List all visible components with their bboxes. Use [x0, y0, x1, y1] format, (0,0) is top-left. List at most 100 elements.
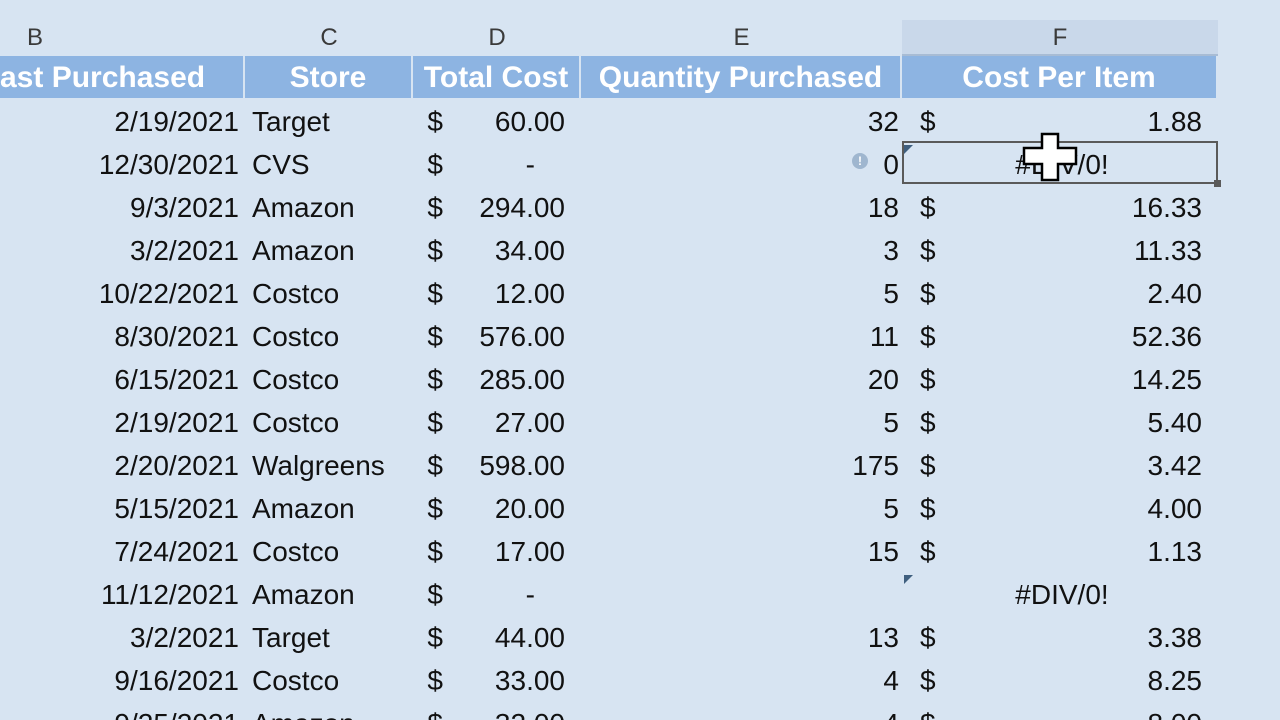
cell-total-currency[interactable]: $ — [427, 407, 443, 438]
cell-quantity[interactable]: 15 — [867, 536, 899, 567]
cell-store[interactable]: Amazon — [252, 493, 355, 524]
column-header-c[interactable]: C — [320, 24, 338, 51]
cell-cpi-currency[interactable]: $ — [906, 702, 946, 720]
cell-total-currency[interactable]: $ — [427, 493, 443, 524]
table-row[interactable]: 3/2/2021 Target $44.00 13 $3.38 — [0, 616, 1280, 659]
cell-date[interactable]: 11/12/2021 — [100, 579, 239, 610]
cell-total-currency[interactable]: $ — [427, 106, 443, 137]
cell-cost-per-item-error[interactable]: #DIV/0! — [1015, 579, 1109, 610]
cell-quantity[interactable]: 4 — [582, 702, 899, 720]
header-date-last-purchased[interactable]: ast Purchased — [0, 56, 245, 98]
cell-total-cost[interactable]: 285.00 — [479, 364, 565, 395]
cell-store[interactable]: Costco — [252, 278, 340, 309]
cell-date[interactable]: 7/24/2021 — [114, 536, 239, 567]
cell-cost-per-item[interactable]: 2.40 — [1147, 278, 1203, 309]
cell-total-currency[interactable]: $ — [427, 192, 443, 223]
cell-cost-per-item[interactable]: 52.36 — [1131, 321, 1202, 352]
active-cell-selection[interactable] — [902, 141, 1218, 184]
fill-handle[interactable] — [1214, 180, 1221, 187]
cell-cost-per-item[interactable]: 8.25 — [1147, 665, 1203, 696]
table-row[interactable]: 2/20/2021 Walgreens $598.00 175 $3.42 — [0, 444, 1280, 487]
cell-quantity[interactable]: 175 — [852, 450, 899, 481]
cell-store[interactable]: Costco — [252, 665, 340, 696]
cell-total-currency[interactable]: $ — [427, 450, 443, 481]
column-header-d[interactable]: D — [488, 24, 506, 51]
cell-total-cost[interactable]: - — [525, 579, 535, 610]
cell-total-currency[interactable]: $ — [427, 622, 443, 653]
cell-total-cost[interactable]: 33.00 — [494, 665, 565, 696]
cell-total-cost[interactable]: 598.00 — [479, 450, 565, 481]
cell-cost-per-item[interactable]: 4.00 — [1147, 493, 1203, 524]
cell-total-cost[interactable]: 27.00 — [494, 407, 565, 438]
cell-quantity[interactable] — [582, 573, 899, 616]
cell-quantity[interactable]: 20 — [867, 364, 899, 395]
table-row[interactable]: 10/22/2021 Costco $12.00 5 $2.40 — [0, 272, 1280, 315]
cell-total-cost[interactable]: 12.00 — [494, 278, 565, 309]
header-quantity-purchased[interactable]: Quantity Purchased — [581, 56, 902, 98]
cell-total-cost[interactable]: 294.00 — [479, 192, 565, 223]
cell-date[interactable]: 5/15/2021 — [114, 493, 239, 524]
cell-cpi-currency[interactable]: $ — [920, 407, 936, 438]
cell-cost-per-item[interactable]: 11.33 — [1134, 235, 1202, 266]
cell-total-currency[interactable]: $ — [427, 278, 443, 309]
cell-date[interactable]: 10/22/2021 — [98, 278, 239, 309]
table-row[interactable]: 9/16/2021 Costco $33.00 4 $8.25 — [0, 659, 1280, 702]
cell-date[interactable]: 2/19/2021 — [114, 106, 239, 137]
cell-quantity[interactable]: 4 — [883, 665, 899, 696]
cell-store[interactable]: Costco — [252, 407, 340, 438]
cell-cpi-currency[interactable]: $ — [920, 450, 936, 481]
error-warning-icon[interactable]: ! — [852, 153, 868, 169]
cell-total-cost[interactable]: 44.00 — [494, 622, 565, 653]
cell-quantity[interactable]: 5 — [883, 493, 899, 524]
cell-store[interactable]: Target — [252, 106, 330, 137]
cell-date[interactable]: 12/30/2021 — [98, 149, 239, 180]
header-total-cost[interactable]: Total Cost — [413, 56, 581, 98]
cell-cpi-currency[interactable]: $ — [920, 364, 936, 395]
cell-total-currency[interactable]: $ — [427, 321, 443, 352]
table-row[interactable]: 2/19/2021 Costco $27.00 5 $5.40 — [0, 401, 1280, 444]
cell-quantity[interactable]: 0 — [883, 149, 899, 180]
header-cost-per-item[interactable]: Cost Per Item — [902, 56, 1218, 98]
cell-cpi-currency[interactable]: $ — [920, 665, 936, 696]
cell-date[interactable]: 9/25/2021 — [0, 702, 245, 720]
cell-total-currency[interactable]: $ — [413, 702, 443, 720]
cell-store[interactable]: Walgreens — [252, 450, 385, 481]
cell-date[interactable]: 2/19/2021 — [114, 407, 239, 438]
cell-cpi-currency[interactable]: $ — [920, 321, 936, 352]
cell-total-currency[interactable]: $ — [427, 364, 443, 395]
cell-total-currency[interactable]: $ — [427, 579, 443, 610]
cell-quantity[interactable]: 18 — [867, 192, 899, 223]
cell-cost-per-item[interactable]: 3.38 — [1147, 622, 1203, 653]
header-store[interactable]: Store — [245, 56, 413, 98]
cell-date[interactable]: 9/16/2021 — [114, 665, 239, 696]
cell-cost-per-item[interactable]: 8.00 — [946, 702, 1203, 720]
cell-total-currency[interactable]: $ — [427, 665, 443, 696]
cell-date[interactable]: 6/15/2021 — [114, 364, 239, 395]
table-row[interactable]: 7/24/2021 Costco $17.00 15 $1.13 — [0, 530, 1280, 573]
cell-cost-per-item[interactable]: 1.88 — [1147, 106, 1203, 137]
table-row[interactable]: 8/30/2021 Costco $576.00 11 $52.36 — [0, 315, 1280, 358]
cell-total-currency[interactable]: $ — [427, 536, 443, 567]
cell-total-cost[interactable]: 20.00 — [494, 493, 565, 524]
cell-total-cost[interactable]: 576.00 — [479, 321, 565, 352]
cell-cost-per-item[interactable]: 1.13 — [1147, 536, 1203, 567]
table-row[interactable]: 5/15/2021 Amazon $20.00 5 $4.00 — [0, 487, 1280, 530]
cell-date[interactable]: 9/3/2021 — [130, 192, 239, 223]
cell-store[interactable]: Amazon — [252, 235, 355, 266]
table-row[interactable]: 3/2/2021 Amazon $34.00 3 $11.33 — [0, 229, 1280, 272]
cell-total-cost[interactable]: 34.00 — [494, 235, 565, 266]
table-row[interactable]: 6/15/2021 Costco $285.00 20 $14.25 — [0, 358, 1280, 401]
cell-quantity[interactable]: 5 — [883, 278, 899, 309]
cell-cost-per-item[interactable]: 3.42 — [1147, 450, 1203, 481]
cell-date[interactable]: 2/20/2021 — [114, 450, 239, 481]
cell-store[interactable]: Costco — [252, 321, 340, 352]
cell-store[interactable]: Amazon — [245, 702, 410, 720]
cell-cost-per-item[interactable]: 14.25 — [1131, 364, 1202, 395]
cell-store[interactable]: Target — [252, 622, 330, 653]
table-row[interactable]: 9/3/2021 Amazon $294.00 18 $16.33 — [0, 186, 1280, 229]
cell-total-cost[interactable]: 32.00 — [445, 702, 567, 720]
column-header-e[interactable]: E — [733, 24, 750, 51]
cell-store[interactable]: Amazon — [252, 579, 355, 610]
cell-date[interactable]: 8/30/2021 — [114, 321, 239, 352]
